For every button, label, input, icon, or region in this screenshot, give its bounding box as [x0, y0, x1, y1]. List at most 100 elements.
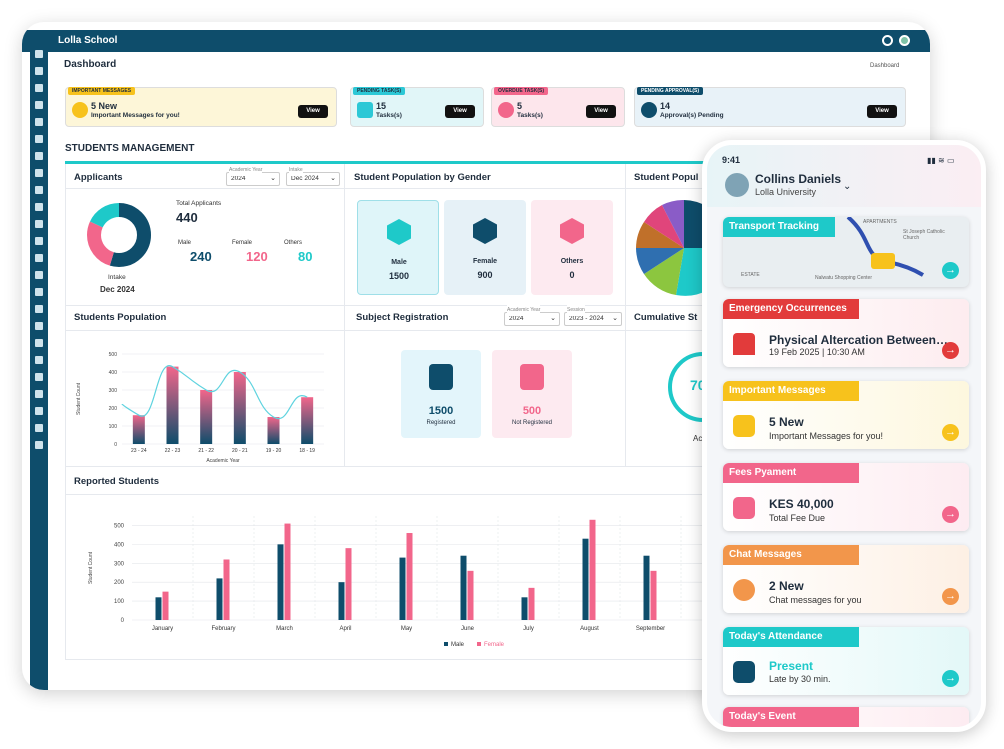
alert-pending-approvals[interactable]: PENDING APPROVAL(S) 14 Approval(s) Pendi… — [634, 87, 906, 127]
chat-messages-card[interactable]: Chat Messages 2 New Chat messages for yo… — [723, 545, 969, 613]
sidebar-nav-icon[interactable] — [35, 203, 43, 211]
intake-caption: Intake — [108, 274, 126, 281]
hourglass-icon — [641, 102, 657, 118]
registered-card[interactable]: 1500 Registered — [401, 350, 481, 438]
view-button[interactable]: View — [445, 105, 475, 118]
sidebar-nav-icon[interactable] — [35, 390, 43, 398]
x-tick-label: June — [461, 626, 475, 632]
y-tick-label: 200 — [109, 406, 118, 412]
transport-tracking-card[interactable]: Transport Tracking St Joseph Catholic Ch… — [723, 217, 969, 287]
sidebar-nav-icon[interactable] — [35, 169, 43, 177]
breadcrumb[interactable]: Dashboard — [870, 63, 900, 69]
pie-slice — [636, 222, 684, 248]
sidebar-nav-icon[interactable] — [35, 237, 43, 245]
arrow-right-icon[interactable]: → — [942, 424, 959, 441]
arrow-right-icon[interactable]: → — [942, 506, 959, 523]
select-label: Session — [567, 304, 585, 316]
user-name[interactable]: Collins Daniels — [755, 172, 842, 186]
important-messages-card[interactable]: Important Messages 5 New Important Messa… — [723, 381, 969, 449]
sidebar-nav-icon[interactable] — [35, 186, 43, 194]
x-tick-label: August — [580, 626, 599, 632]
sidebar-nav-icon[interactable] — [35, 373, 43, 381]
sidebar-nav-icon[interactable] — [35, 84, 43, 92]
x-tick-label: 23 - 24 — [131, 448, 147, 454]
avatar[interactable] — [899, 35, 910, 46]
calculator-icon — [733, 497, 755, 519]
view-button[interactable]: View — [867, 105, 897, 118]
arrow-right-icon[interactable]: → — [942, 342, 959, 359]
sidebar-nav-icon[interactable] — [35, 305, 43, 313]
others-icon — [560, 218, 584, 244]
sidebar-nav-icon[interactable] — [35, 101, 43, 109]
gender-card-others[interactable]: Others 0 — [531, 200, 613, 295]
chevron-down-icon[interactable]: ⌄ — [843, 181, 852, 192]
sidebar-nav-icon[interactable] — [35, 356, 43, 364]
avatar[interactable] — [725, 173, 749, 197]
alert-overdue-tasks[interactable]: OVERDUE TASK(S) 5 Tasks(s) View — [491, 87, 625, 127]
session-select[interactable]: Session 2023 - 2024 ⌄ — [564, 304, 622, 326]
sidebar-nav-icon[interactable] — [35, 407, 43, 415]
total-applicants-value: 440 — [176, 210, 198, 225]
gender-card-male[interactable]: Male 1500 — [357, 200, 439, 295]
sidebar-nav-icon[interactable] — [35, 288, 43, 296]
gender-card-female[interactable]: Female 900 — [444, 200, 526, 295]
card-line1: KES 40,000 — [769, 497, 834, 511]
sidebar-nav-icon[interactable] — [35, 339, 43, 347]
academic-year-select[interactable]: Academic Year 2024 ⌄ — [226, 164, 280, 186]
female-value: 120 — [246, 249, 268, 264]
reg-year-select[interactable]: Academic Year 2024 ⌄ — [504, 304, 560, 326]
alert-tag: PENDING TASK(S) — [353, 87, 406, 95]
sidebar-nav-icon[interactable] — [35, 441, 43, 449]
todays-event-card[interactable]: Today's Event — [723, 707, 969, 727]
fees-payment-card[interactable]: Fees Pyament KES 40,000 Total Fee Due → — [723, 463, 969, 531]
bar — [233, 372, 246, 444]
intake-select[interactable]: Intake Dec 2024 ⌄ — [286, 164, 340, 186]
chevron-down-icon: ⌄ — [550, 315, 556, 322]
sidebar-nav-icon[interactable] — [35, 152, 43, 160]
panel-border — [65, 188, 705, 189]
sidebar-nav-icon[interactable] — [35, 424, 43, 432]
view-button[interactable]: View — [586, 105, 616, 118]
alert-pending-tasks[interactable]: PENDING TASK(S) 15 Tasks(s) View — [350, 87, 484, 127]
arrow-right-icon[interactable]: → — [942, 588, 959, 605]
y-tick-label: 100 — [114, 599, 125, 605]
panel-border — [65, 330, 705, 331]
sidebar-nav-icon[interactable] — [35, 322, 43, 330]
sidebar-nav-icon[interactable] — [35, 220, 43, 228]
sidebar-nav-icon[interactable] — [35, 254, 43, 262]
card-title: Today's Event — [723, 707, 859, 727]
sidebar-nav-icon[interactable] — [35, 50, 43, 58]
bar — [521, 597, 528, 620]
sidebar-nav-icon[interactable] — [35, 271, 43, 279]
attendance-card[interactable]: Today's Attendance Present Late by 30 mi… — [723, 627, 969, 695]
card-line2: Important Messages for you! — [769, 431, 884, 441]
sidebar-nav-icon[interactable] — [35, 135, 43, 143]
alert-text: Tasks(s) — [376, 112, 402, 119]
cumulative-title: Cumulative St — [634, 312, 698, 323]
alert-text: Tasks(s) — [517, 112, 543, 119]
y-tick-label: 300 — [114, 561, 125, 567]
panel-border — [65, 466, 705, 467]
male-icon — [387, 219, 411, 245]
bar — [200, 390, 213, 444]
not-registered-card[interactable]: 500 Not Registered — [492, 350, 572, 438]
arrow-right-icon[interactable]: → — [942, 670, 959, 687]
bar — [406, 533, 413, 620]
map-label: APARTMENTS — [863, 219, 897, 225]
alert-important-messages[interactable]: IMPORTANT MESSAGES 5 New Important Messa… — [65, 87, 337, 127]
sidebar-nav-icon[interactable] — [35, 118, 43, 126]
sidebar-nav-icon[interactable] — [35, 67, 43, 75]
view-button[interactable]: View — [298, 105, 328, 118]
bar — [338, 582, 345, 620]
emergency-card[interactable]: Emergency Occurrences Physical Altercati… — [723, 299, 969, 367]
map-label: St Joseph Catholic Church — [903, 229, 945, 241]
arrow-right-icon[interactable]: → — [942, 262, 959, 279]
y-tick-label: 0 — [121, 618, 125, 624]
applicants-title: Applicants — [74, 172, 123, 183]
x-tick-label: January — [152, 626, 173, 632]
card-line2: 19 Feb 2025 | 10:30 AM — [769, 347, 865, 357]
settings-icon[interactable] — [882, 35, 893, 46]
chat-bubble-icon — [733, 579, 755, 601]
bar — [155, 597, 162, 620]
